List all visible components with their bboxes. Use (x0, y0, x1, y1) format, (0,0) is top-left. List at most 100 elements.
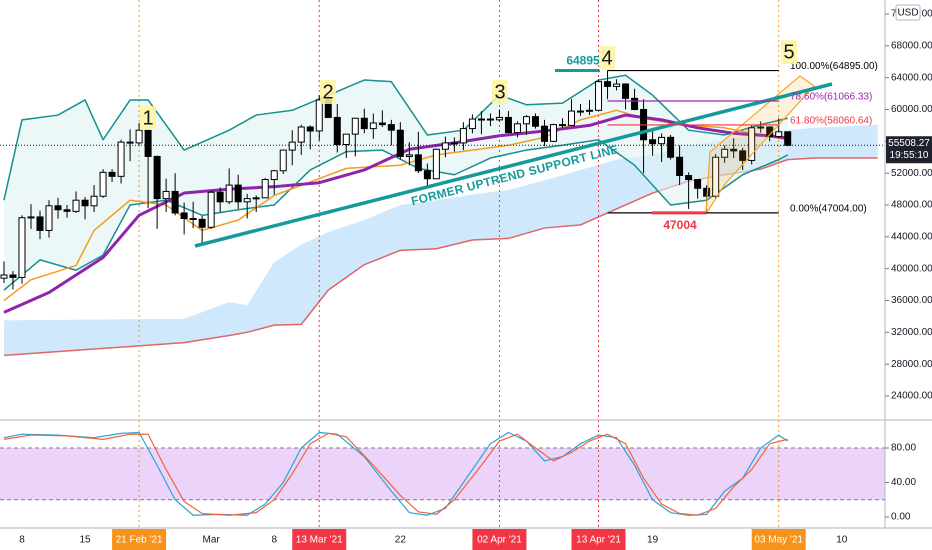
candle-body (117, 141, 125, 177)
candle-body (387, 124, 395, 131)
candle-body (775, 131, 783, 138)
candle-body (306, 126, 314, 132)
candle-body (549, 124, 557, 142)
candle-body (477, 118, 485, 121)
candle-body (757, 126, 765, 129)
countdown-label: 19:55:10 (890, 150, 929, 161)
x-tick-label: 15 (79, 535, 91, 546)
date-marker-box (472, 529, 527, 550)
candle-body (685, 175, 693, 181)
y-tick-label: 32000.00 (891, 327, 932, 338)
candle-body (225, 184, 233, 203)
candle-body (72, 199, 80, 212)
band-fill (3, 75, 788, 291)
candle-body (108, 171, 116, 177)
candle-body (90, 195, 98, 207)
y-tick-label: 40.00 (891, 477, 916, 488)
currency-box (895, 4, 921, 21)
candle-body (721, 148, 729, 158)
candle-body (162, 190, 170, 200)
candle-body (522, 116, 530, 125)
candle-body (81, 199, 89, 207)
candle-body (568, 110, 576, 126)
candle-body (378, 122, 386, 126)
candle-body (676, 156, 684, 177)
candle-body (432, 148, 440, 180)
candle-body (667, 136, 675, 158)
x-tick-label: 19 (647, 535, 659, 546)
candle-body (99, 171, 107, 197)
wave-label: 1 (142, 107, 153, 129)
wave-label-box (492, 80, 508, 104)
candle-body (342, 133, 350, 146)
y-tick-label: 80.00 (891, 443, 916, 454)
candle-body (622, 83, 630, 99)
indicator-line (3, 74, 788, 201)
date-marker-box (112, 529, 167, 550)
candle-body (45, 205, 53, 231)
candle-body (441, 142, 449, 150)
candle-body (604, 81, 612, 87)
candle-body (9, 274, 17, 278)
candle-body (595, 81, 603, 111)
candle-body (613, 83, 621, 87)
candle-body (216, 191, 224, 203)
wave-label: 5 (783, 41, 794, 63)
y-tick-label: 68000.00 (891, 40, 932, 51)
candle-body (54, 205, 62, 211)
candle-body (631, 97, 639, 110)
wave-label: 2 (322, 81, 333, 103)
candle-body (558, 124, 566, 127)
candle-body (577, 110, 585, 113)
currency-label: USD (897, 8, 918, 19)
indicator-line (3, 113, 788, 314)
candle-body (171, 190, 179, 214)
candle-body (144, 129, 152, 157)
candle-body (405, 154, 413, 157)
y-tick-label: 40000.00 (891, 263, 932, 274)
wave-label-box (781, 40, 797, 64)
candle-body (658, 136, 666, 145)
candle-body (369, 122, 377, 130)
price-channel (705, 75, 815, 215)
date-marker-label: 03 May '21 (754, 535, 803, 546)
stoch-line (3, 432, 788, 516)
candle-body (784, 131, 792, 146)
candle-body (270, 170, 278, 181)
fib-label: 78.60%(61066.33) (790, 92, 872, 103)
candle-body (63, 209, 71, 212)
wave-label: 3 (494, 81, 505, 103)
fib-label: 0.00%(47004.00) (790, 204, 867, 215)
y-tick-label: 24000.00 (891, 391, 932, 402)
candle-body (207, 191, 215, 228)
candle-body (288, 141, 296, 151)
candle-body (586, 109, 594, 112)
callout-label: 47004 (663, 218, 697, 232)
candle-body (18, 217, 26, 278)
candle-body (189, 218, 197, 221)
candle-body (36, 216, 44, 231)
candle-body (153, 155, 161, 200)
fib-label: 61.80%(58060.64) (790, 116, 872, 127)
candle-body (450, 142, 458, 145)
callout-label: 64895 (566, 54, 600, 68)
candle-body (712, 156, 720, 197)
candle-body (396, 129, 404, 157)
candle-body (540, 125, 548, 142)
candle-body (531, 116, 539, 127)
y-tick-label: 44000.00 (891, 231, 932, 242)
y-tick-label: 36000.00 (891, 295, 932, 306)
candle-body (649, 139, 657, 145)
candle-body (252, 197, 260, 200)
candle-body (315, 99, 323, 132)
candle-body (486, 118, 494, 121)
candle-body (297, 126, 305, 143)
date-marker-label: 13 Mar '21 (296, 535, 343, 546)
candle-body (730, 148, 738, 152)
stoch-band (0, 448, 885, 500)
y-tick-label: 28000.00 (891, 359, 932, 370)
date-marker-box (571, 529, 626, 550)
candle-body (180, 212, 188, 220)
candle-body (694, 179, 702, 189)
